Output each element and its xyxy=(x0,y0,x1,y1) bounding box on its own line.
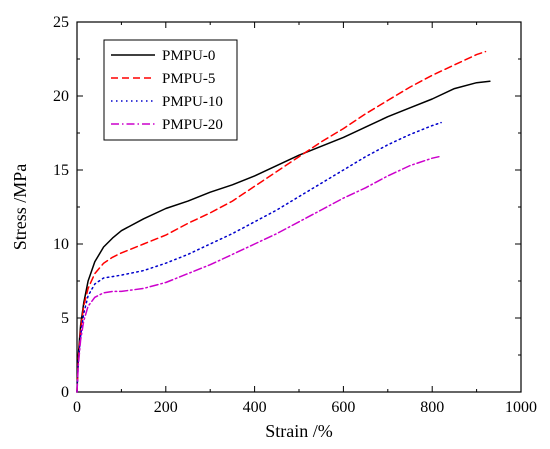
y-tick-label: 10 xyxy=(53,236,69,253)
legend-label: PMPU-0 xyxy=(162,48,215,64)
legend-box xyxy=(103,39,238,141)
x-tick-label: 1000 xyxy=(505,399,537,416)
y-axis-title: Stress /MPa xyxy=(10,164,30,251)
legend-label: PMPU-10 xyxy=(162,94,223,110)
y-tick-label: 0 xyxy=(61,384,69,401)
series-line-pmpu-5 xyxy=(76,50,487,393)
y-tick-label: 20 xyxy=(53,88,69,105)
x-axis-title: Strain /% xyxy=(265,421,333,441)
legend: PMPU-0 PMPU-5 PMPU-10 PMPU-20 xyxy=(103,39,238,141)
x-tick-label: 0 xyxy=(73,399,81,416)
x-tick-label: 200 xyxy=(154,399,178,416)
x-tick-label: 600 xyxy=(331,399,355,416)
series-line-pmpu-20 xyxy=(76,155,440,393)
axis-ticks xyxy=(76,21,522,393)
x-tick-label: 800 xyxy=(420,399,444,416)
y-tick-label: 25 xyxy=(53,14,69,31)
legend-label: PMPU-5 xyxy=(162,71,215,87)
tick-labels: 0 200 400 600 800 1000 0 5 10 15 20 25 xyxy=(53,14,537,416)
series-line-pmpu-10 xyxy=(76,121,442,393)
y-tick-label: 5 xyxy=(61,310,69,327)
legend-label: PMPU-20 xyxy=(162,117,223,133)
series-line-pmpu-0 xyxy=(76,80,491,393)
series-lines xyxy=(76,50,491,393)
y-tick-label: 15 xyxy=(53,162,69,179)
x-tick-label: 400 xyxy=(243,399,267,416)
